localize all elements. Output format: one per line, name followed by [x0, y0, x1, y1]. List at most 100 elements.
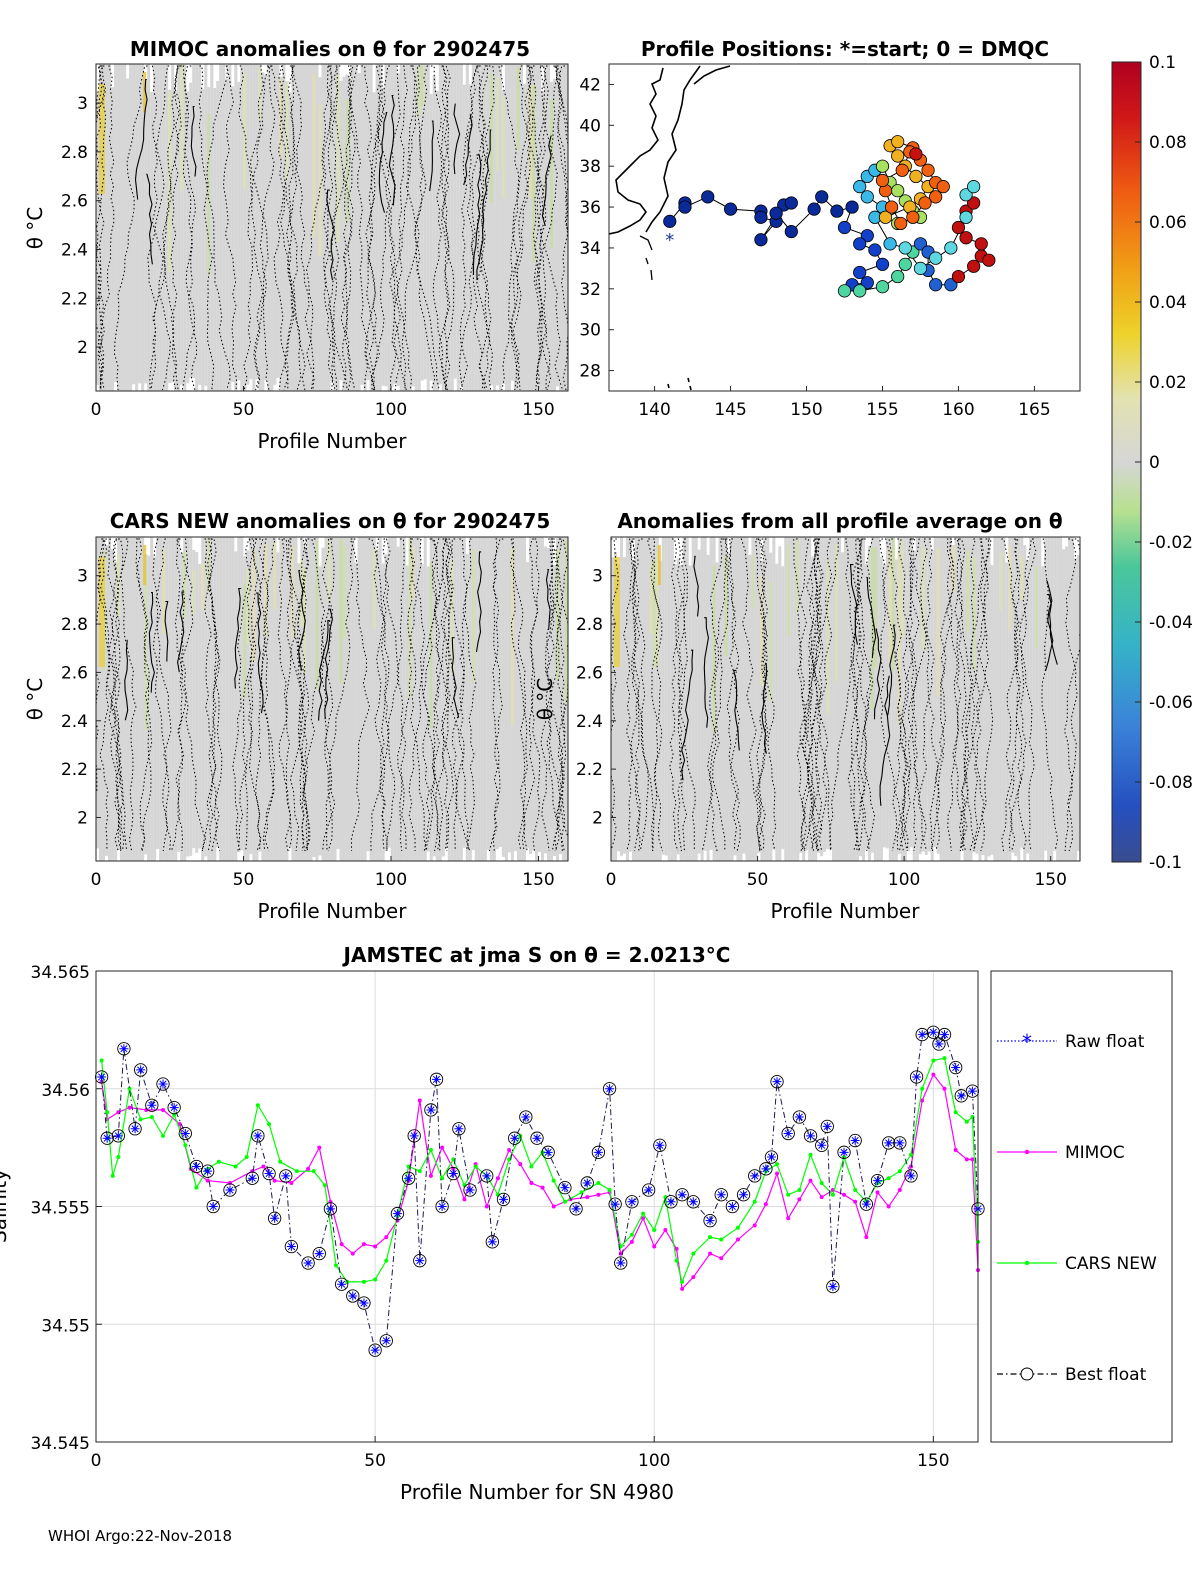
contour-dotted — [1010, 538, 1023, 852]
field-column — [1065, 546, 1069, 861]
field-column — [483, 64, 487, 391]
field-column — [453, 537, 457, 861]
contour-dotted — [441, 65, 455, 391]
y-tick-label: 3 — [592, 567, 603, 587]
series-best-point — [200, 1164, 215, 1178]
series-cars-point — [194, 1185, 199, 1190]
contour-dotted — [677, 538, 689, 852]
series-best-point — [826, 1279, 840, 1294]
series-best-point — [725, 1199, 740, 1214]
contour-dotted — [261, 538, 276, 852]
series-cars-point — [708, 1235, 713, 1240]
field-column — [384, 64, 388, 387]
field-column — [906, 537, 910, 852]
cars-anomaly-field — [96, 537, 568, 861]
field-column — [763, 537, 767, 861]
contour-dotted — [919, 538, 940, 852]
series-best-point — [893, 1136, 907, 1150]
anomaly-patch — [921, 547, 925, 651]
legend-marker — [1024, 1149, 1030, 1155]
series-mimoc-point — [484, 1204, 489, 1209]
field-column — [1050, 537, 1054, 861]
contour-solid — [326, 189, 335, 281]
field-column — [631, 561, 635, 861]
field-column — [742, 537, 746, 854]
field-column — [993, 537, 997, 861]
profile-position-marker — [830, 204, 844, 218]
contour-solid — [761, 663, 768, 754]
y-tick-label: 30 — [579, 321, 601, 341]
anomaly-patch — [450, 560, 454, 674]
field-column — [504, 537, 508, 861]
anomaly-patch — [888, 548, 892, 661]
series-cars-point — [964, 1119, 969, 1124]
field-column — [300, 64, 304, 391]
contour-dotted — [322, 65, 338, 391]
series-mimoc-point — [261, 1164, 266, 1169]
profile-position-marker — [853, 284, 867, 298]
field-column — [273, 537, 277, 861]
series-mimoc-point — [417, 1098, 422, 1103]
field-column — [528, 537, 532, 855]
field-column — [646, 537, 650, 861]
legend-item: MIMOC — [997, 1143, 1125, 1163]
field-column — [138, 537, 142, 861]
series-best-point — [815, 1138, 829, 1152]
series-cars-point — [160, 1133, 165, 1138]
series-mimoc-point — [361, 1242, 366, 1247]
anomaly-patch — [826, 558, 830, 714]
series-cars-point — [551, 1178, 556, 1183]
anomaly-patch — [787, 544, 791, 636]
contour-dotted — [546, 538, 561, 852]
contour-dotted — [555, 538, 566, 852]
field-column — [832, 537, 836, 861]
profile-position-marker — [895, 163, 909, 177]
contour-solid — [1046, 594, 1058, 665]
field-column — [168, 537, 172, 861]
series-best-point — [262, 1166, 276, 1181]
field-column — [1029, 537, 1033, 861]
contour-dotted — [147, 65, 165, 391]
series-cars-point — [110, 1173, 115, 1178]
series-best-point — [926, 1025, 940, 1039]
field-column — [132, 64, 136, 385]
profile-position-marker — [894, 216, 908, 231]
field-column — [1023, 545, 1027, 861]
contour-dotted — [273, 65, 292, 391]
contour-dotted — [249, 65, 273, 391]
field-column — [778, 546, 782, 861]
contour-dotted — [325, 538, 356, 852]
field-column — [435, 90, 439, 391]
field-column — [516, 537, 520, 861]
series-cars-point — [909, 1152, 914, 1157]
field-column — [858, 537, 862, 857]
series-mimoc-point — [942, 1086, 947, 1091]
contour-dotted — [725, 538, 741, 852]
field-column — [465, 554, 469, 861]
series-mimoc-point — [205, 1178, 210, 1183]
anomaly-patch — [312, 74, 316, 238]
series-mimoc-point — [495, 1176, 500, 1181]
field-column — [180, 64, 184, 385]
field-column — [486, 64, 490, 391]
series-mimoc-point — [708, 1251, 713, 1256]
field-column — [999, 537, 1003, 861]
field-column — [637, 537, 641, 861]
series-mimoc-point — [462, 1197, 467, 1202]
anomaly-patch — [657, 545, 661, 585]
field-column — [957, 537, 961, 861]
contour-solid — [476, 129, 492, 281]
field-column — [534, 537, 538, 861]
contour-dotted — [811, 538, 823, 852]
y-tick-label: 2.4 — [576, 712, 603, 732]
field-column — [543, 546, 548, 854]
field-column — [811, 556, 815, 861]
series-best-point — [848, 1133, 862, 1148]
field-column — [700, 537, 704, 861]
field-column — [216, 80, 220, 391]
anomaly-patch — [162, 548, 166, 635]
field-column — [315, 537, 319, 861]
contour-dotted — [389, 65, 401, 390]
contour-dotted — [793, 538, 819, 852]
field-column — [975, 537, 979, 854]
